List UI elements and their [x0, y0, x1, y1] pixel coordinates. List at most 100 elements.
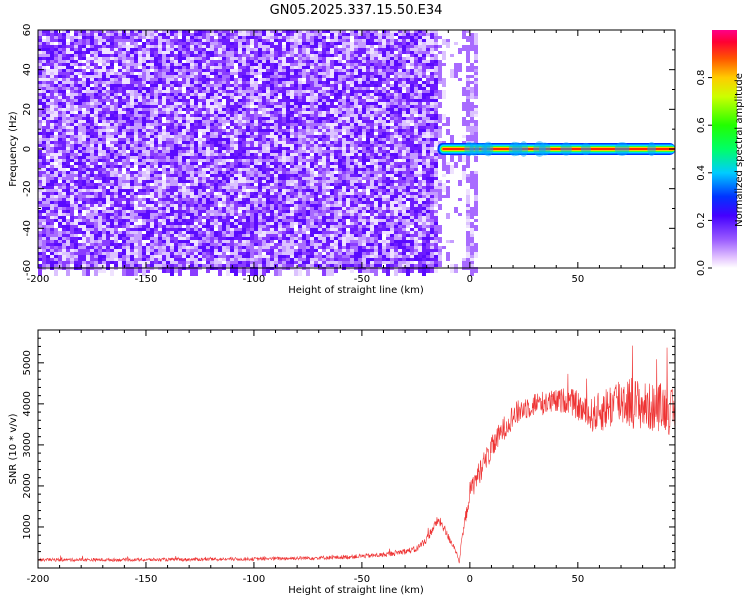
spectrogram-cell [162, 57, 166, 60]
spectrogram-cell [278, 225, 282, 228]
spectrogram-cell [126, 249, 130, 255]
spectrogram-cell [42, 135, 46, 138]
spectrogram-cell [226, 108, 230, 114]
spectrogram-cell [246, 192, 250, 201]
spectrogram-cell [130, 258, 134, 261]
spectrogram-cell [134, 63, 138, 69]
spectrogram-cell [234, 144, 238, 153]
spectrogram-cell [110, 30, 114, 33]
spectrogram-cell [118, 135, 122, 138]
spectrogram-cell [218, 234, 222, 240]
spectrogram-cell [98, 87, 102, 90]
spectrogram-cell [242, 141, 246, 150]
spectrogram-cell [234, 156, 238, 159]
spectrogram-cell [194, 183, 198, 186]
spectrogram-cell [270, 261, 274, 267]
spectrogram-cell [274, 252, 278, 255]
spectrogram-cell [222, 96, 226, 99]
spectrogram-cell [74, 39, 78, 42]
spectrogram-cell [274, 201, 278, 204]
spectrogram-cell [270, 132, 274, 135]
spectrogram-cell [206, 159, 210, 162]
spectrogram-cell [98, 204, 102, 207]
spectrogram-cell [222, 150, 226, 153]
spectrogram-cell [114, 165, 118, 168]
spectrogram-cell [134, 252, 138, 255]
spectrogram-cell [118, 234, 122, 237]
spectrogram-cell [298, 153, 302, 156]
spectrogram-cell [298, 225, 302, 228]
spectrogram-cell [274, 99, 278, 102]
spectrogram-cell [158, 63, 162, 69]
spectrogram-cell [158, 165, 162, 168]
spectrogram-cell [190, 117, 194, 123]
spectrogram-cell [174, 93, 178, 96]
spectrogram-cell [310, 264, 314, 267]
spectrogram-cell [122, 144, 126, 153]
spectrogram-cell [82, 168, 86, 171]
spectrogram-cell [198, 219, 202, 222]
spectrogram-cell [94, 60, 98, 63]
spectrogram-cell [122, 198, 126, 201]
spectrogram-cell [242, 216, 246, 219]
spectrogram-cell [38, 150, 42, 159]
spectrogram-cell [58, 135, 62, 138]
spectrogram-cell [262, 186, 266, 189]
spectrogram-cell [78, 213, 82, 222]
spectrogram-cell [154, 72, 158, 75]
spectrogram-cell [206, 168, 210, 171]
spectrogram-cell [126, 99, 130, 102]
spectrogram-cell [118, 36, 122, 39]
spectrogram-cell [194, 75, 198, 81]
spectrogram-cell [154, 243, 158, 246]
spectrogram-cell [94, 204, 98, 210]
spectrogram-cell [78, 138, 82, 147]
spectrogram-cell [298, 96, 302, 99]
spectrogram-cell [226, 120, 230, 123]
spectrogram-cell [226, 33, 230, 36]
spectrogram-cell [118, 69, 122, 72]
spectrogram-cell [102, 198, 106, 204]
spectrogram-cell [130, 240, 134, 243]
spectrogram-cell [194, 51, 198, 54]
spectrogram-cell [246, 57, 250, 60]
spectrogram-cell [86, 183, 90, 186]
spectrogram-cell [146, 99, 150, 102]
spectrogram-cell [282, 57, 286, 60]
spectrogram-cell [58, 210, 62, 219]
spectrogram-cell [314, 90, 318, 93]
spectrogram-cell [50, 66, 54, 69]
spectrogram-cell [174, 99, 178, 102]
spectrogram-cell [166, 189, 170, 192]
spectrogram-cell [62, 201, 66, 207]
spectrogram-cell [58, 201, 62, 204]
spectrogram-cell [134, 87, 138, 90]
spectrogram-cell [222, 105, 226, 108]
spectrogram-cell [146, 174, 150, 180]
spectrogram-cell [250, 90, 254, 93]
spectrogram-cell [230, 156, 234, 159]
spectrogram-cell [186, 207, 190, 213]
spectrogram-cell [150, 261, 154, 264]
spectrogram-cell [86, 120, 90, 123]
spectrogram-cell [118, 60, 122, 63]
spectrogram-cell [218, 42, 222, 45]
spectrogram-cell [298, 231, 302, 234]
spectrogram-cell [214, 177, 218, 183]
spectrogram-cell [54, 171, 58, 177]
spectrogram-cell [266, 192, 270, 195]
spectrogram-cell [50, 246, 54, 249]
spectrogram-cell [54, 39, 58, 42]
spectrogram-cell [282, 72, 286, 75]
spectrogram-cell [54, 150, 58, 153]
spectrogram-cell [118, 57, 122, 60]
spectrogram-cell [130, 147, 134, 150]
spectrogram-cell [190, 75, 194, 78]
spectrogram-cell [282, 135, 286, 138]
spectrogram-cell [122, 102, 126, 105]
spectrogram-cell [194, 102, 198, 105]
spectrogram-cell [146, 72, 150, 81]
spectrogram-cell [194, 93, 198, 96]
spectrogram-cell [74, 180, 78, 183]
spectrogram-cell [118, 87, 122, 93]
